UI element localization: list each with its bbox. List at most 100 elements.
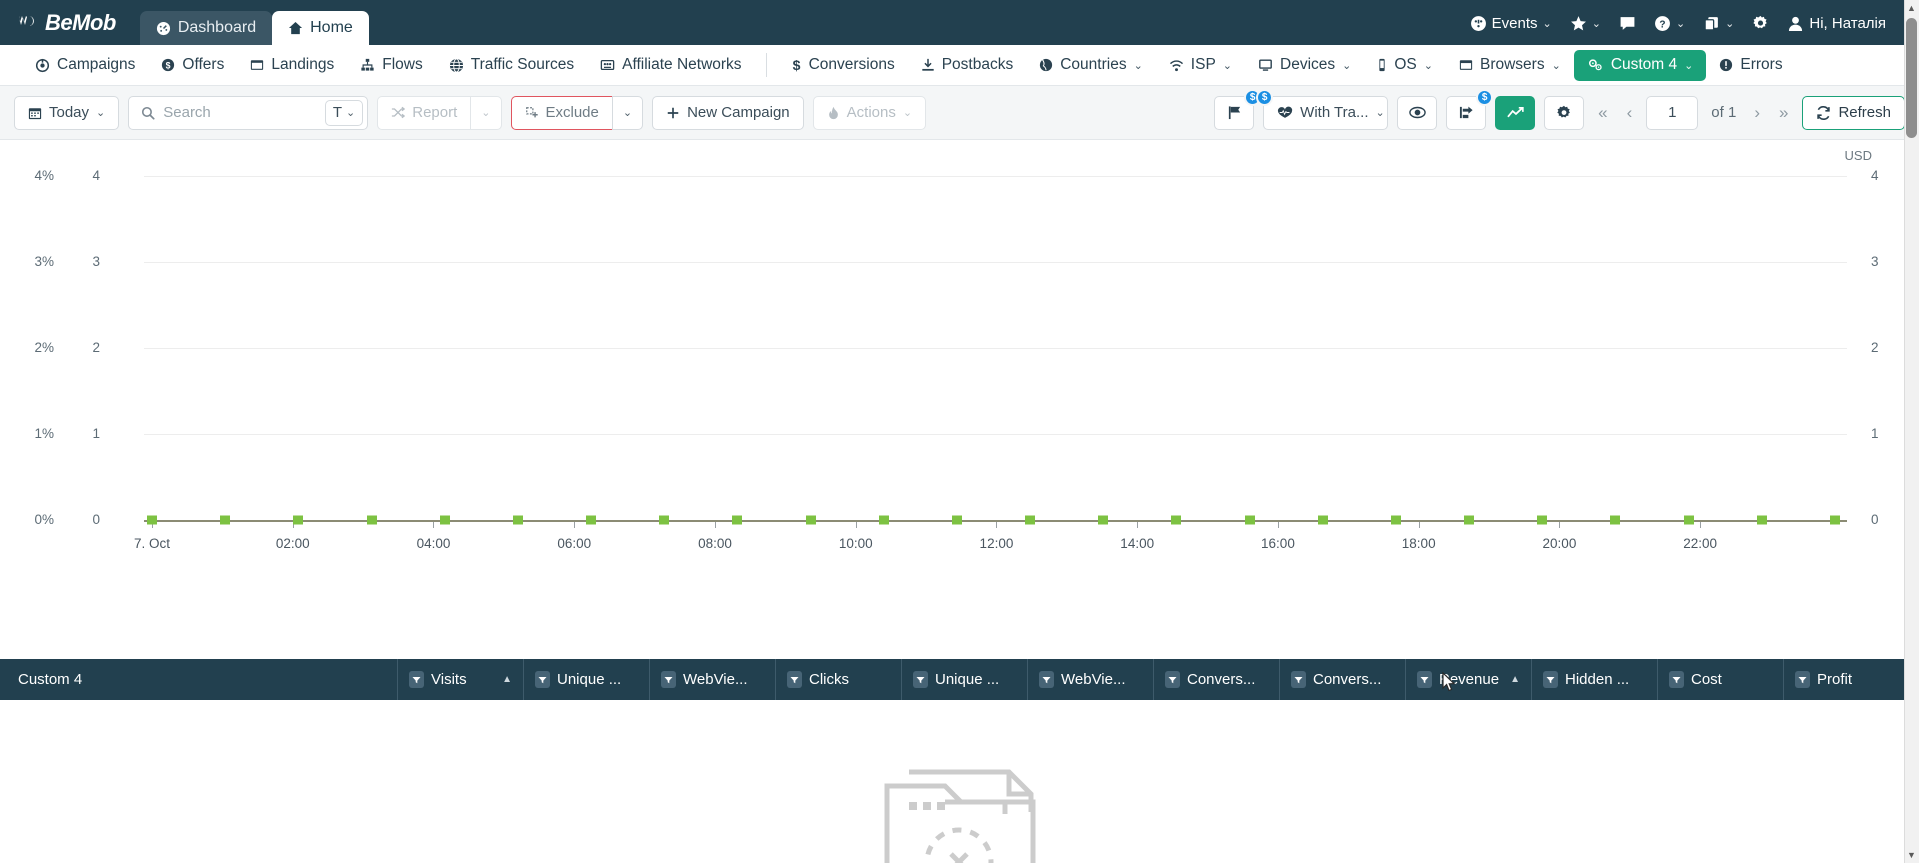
calendar-icon	[28, 106, 42, 120]
x-axis-tick-mark	[714, 522, 716, 528]
scroll-up-arrow[interactable]: ▲	[1907, 3, 1916, 13]
table-header-column[interactable]: Unique ...	[524, 659, 650, 700]
column-filter-icon[interactable]	[661, 671, 676, 688]
nav-isp[interactable]: ISP ⌄	[1156, 50, 1245, 80]
nav-custom-4[interactable]: Custom 4 ⌄	[1573, 49, 1707, 81]
table-header-column[interactable]: WebVie...	[1028, 659, 1154, 700]
last-page-button[interactable]: »	[1779, 102, 1789, 122]
plus-icon	[666, 106, 680, 120]
x-axis-tick-mark	[996, 522, 998, 528]
heart-icon	[1277, 106, 1293, 119]
events-menu[interactable]: Events ⌄	[1463, 12, 1559, 35]
table-header-column[interactable]: Revenue ▲	[1406, 659, 1532, 700]
nav-traffic-sources[interactable]: Traffic Sources	[436, 50, 587, 80]
table-header-column[interactable]: Convers...	[1154, 659, 1280, 700]
report-button[interactable]: Report	[377, 95, 471, 130]
table-settings-button[interactable]	[1544, 95, 1585, 130]
table-header-column[interactable]: WebVie...	[650, 659, 776, 700]
nav-countries[interactable]: Countries ⌄	[1026, 50, 1156, 80]
column-filter-icon[interactable]	[1795, 671, 1810, 688]
chevron-down-icon: ⌄	[902, 107, 913, 119]
chat-button[interactable]	[1612, 12, 1643, 35]
column-filter-icon[interactable]	[1417, 671, 1432, 688]
nav-browsers[interactable]: Browsers ⌄	[1446, 50, 1574, 80]
prev-page-button[interactable]: ‹	[1626, 102, 1633, 122]
column-filter-icon[interactable]	[1165, 671, 1180, 688]
refresh-button[interactable]: Refresh	[1802, 95, 1905, 130]
chart-gridline	[144, 176, 1847, 177]
chart-toggle-button[interactable]	[1495, 95, 1536, 130]
table-header-column[interactable]: Visits ▲	[398, 659, 524, 700]
favorites-menu[interactable]: ⌄	[1563, 12, 1608, 35]
nav-landings[interactable]: Landings	[237, 50, 347, 80]
column-filter-icon[interactable]	[1543, 671, 1558, 688]
preview-button[interactable]	[1397, 95, 1438, 130]
date-range-button[interactable]: Today ⌄	[14, 95, 120, 130]
table-header-label: WebVie...	[1061, 671, 1126, 688]
actions-button[interactable]: Actions ⌄	[812, 95, 927, 130]
nav-campaigns[interactable]: Campaigns	[22, 50, 148, 80]
table-header-column[interactable]: Cost	[1658, 659, 1784, 700]
chart-data-point	[293, 515, 304, 525]
column-filter-icon[interactable]	[409, 671, 424, 688]
column-filter-icon[interactable]	[913, 671, 928, 688]
table-header-label: Convers...	[1187, 671, 1256, 688]
target-icon	[35, 58, 50, 73]
nav-offers[interactable]: $ Offers	[148, 50, 237, 80]
chart-data-point	[1098, 515, 1109, 525]
column-filter-icon[interactable]	[787, 671, 802, 688]
chart-data-point	[1610, 515, 1621, 525]
nav-errors[interactable]: Errors	[1706, 50, 1795, 80]
vertical-scrollbar[interactable]: ▲ ▼	[1904, 0, 1919, 863]
settings-button[interactable]	[1745, 12, 1776, 35]
nav-campaigns-label: Campaigns	[57, 56, 136, 73]
table-header-label: Cost	[1691, 671, 1722, 688]
table-header-column[interactable]: Hidden ...	[1532, 659, 1658, 700]
table-header-column[interactable]: Unique ...	[902, 659, 1028, 700]
chevron-down-icon: ⌄	[1684, 59, 1694, 72]
exclude-icon	[525, 106, 539, 120]
workspaces-menu[interactable]: ⌄	[1696, 12, 1741, 35]
table-header-column[interactable]: Profit	[1784, 659, 1910, 700]
top-tab-dashboard[interactable]: Dashboard	[139, 11, 273, 45]
report-dropdown-button[interactable]: ⌄	[470, 95, 502, 130]
sort-ascending-icon[interactable]: ▲	[1510, 674, 1520, 685]
new-campaign-button[interactable]: New Campaign	[652, 95, 804, 130]
traffic-filter-button[interactable]: With Tra... ⌄	[1263, 95, 1389, 130]
user-menu[interactable]: Ні, Наталія	[1780, 12, 1893, 35]
top-tab-home[interactable]: Home	[272, 11, 369, 45]
column-filter-icon[interactable]	[1291, 671, 1306, 688]
column-filter-icon[interactable]	[1669, 671, 1684, 688]
chart-gridline	[144, 348, 1847, 349]
x-axis-tick-mark	[855, 522, 857, 528]
page-number-input[interactable]	[1646, 95, 1699, 130]
next-page-button[interactable]: ›	[1754, 102, 1760, 122]
table-header-column[interactable]: Convers...	[1280, 659, 1406, 700]
table-header-column[interactable]: Clicks	[776, 659, 902, 700]
table-header-label: Custom 4	[18, 671, 83, 688]
scroll-down-arrow[interactable]: ▼	[1907, 850, 1916, 860]
nav-postbacks[interactable]: Postbacks	[908, 50, 1027, 80]
nav-conversions[interactable]: $ Conversions	[778, 50, 908, 80]
exclude-dropdown-button[interactable]: ⌄	[611, 95, 644, 130]
nav-flows[interactable]: Flows	[347, 50, 435, 80]
chart-gridline	[144, 434, 1847, 435]
help-menu[interactable]: ? ⌄	[1647, 12, 1692, 35]
svg-text:?: ?	[1659, 19, 1665, 30]
search-input[interactable]	[163, 104, 324, 121]
nav-affiliate-networks[interactable]: Affiliate Networks	[587, 50, 754, 80]
chart-data-point	[147, 515, 157, 525]
sort-ascending-icon[interactable]: ▲	[502, 674, 512, 685]
text-filter-button[interactable]: T ⌄	[324, 99, 364, 126]
column-filter-icon[interactable]	[1039, 671, 1054, 688]
table-header-group-column[interactable]: Custom 4	[0, 659, 398, 700]
column-filter-icon[interactable]	[535, 671, 550, 688]
scrollbar-thumb[interactable]	[1906, 18, 1917, 138]
first-page-button[interactable]: «	[1598, 102, 1608, 122]
y-axis-count-tick: 1	[92, 426, 100, 441]
refresh-icon	[1816, 105, 1831, 120]
exclude-button[interactable]: Exclude	[510, 95, 612, 130]
nav-os[interactable]: OS ⌄	[1364, 50, 1446, 80]
nav-devices[interactable]: Devices ⌄	[1245, 50, 1364, 80]
top-bar-right: Events ⌄ ⌄ ? ⌄	[1463, 12, 1919, 45]
